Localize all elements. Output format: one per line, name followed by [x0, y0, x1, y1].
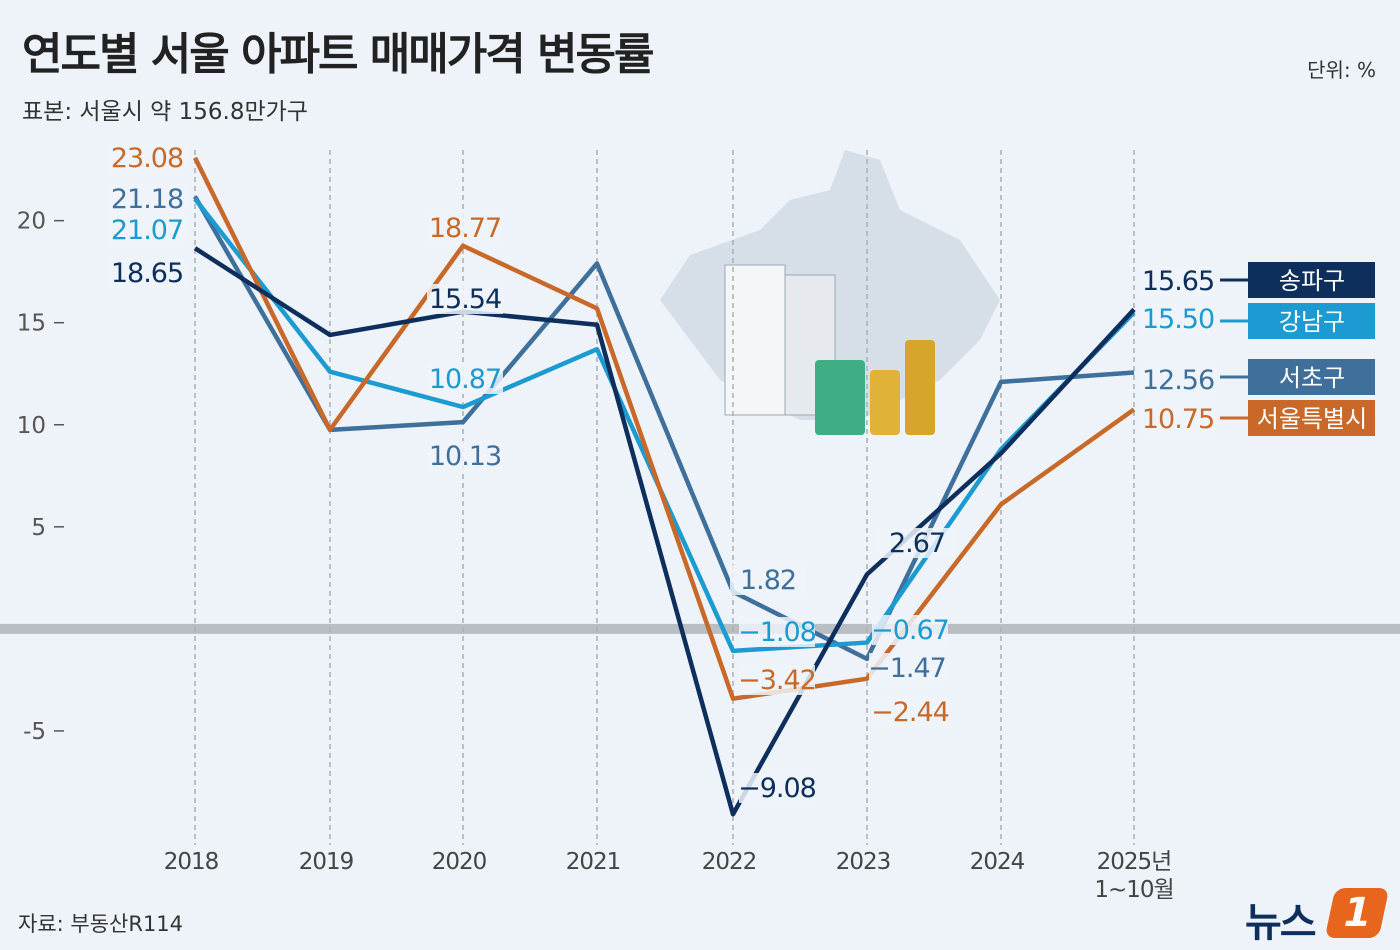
- value-label: 15.54: [429, 284, 501, 315]
- value-label-bg: [1140, 304, 1216, 334]
- value-label-bg: [427, 364, 503, 394]
- y-tick-label: 10: [17, 413, 46, 439]
- value-label: −0.67: [871, 615, 949, 646]
- value-label-bg: [1140, 404, 1216, 434]
- series-line: [193, 246, 1136, 817]
- title: 연도별 서울 아파트 매매가격 변동률: [22, 29, 654, 80]
- zero-band: [0, 623, 1400, 634]
- value-label: 21.18: [111, 184, 183, 215]
- value-label-bg: [1140, 266, 1216, 296]
- y-tick-label: 20: [17, 209, 46, 235]
- y-tick-label: 5: [31, 515, 46, 541]
- value-label: 18.77: [429, 213, 501, 244]
- value-label-bg: [427, 213, 503, 243]
- value-label-bg: [879, 528, 955, 558]
- value-label-bg: [739, 773, 815, 803]
- x-tick-label: 2025년 1~10월: [1094, 849, 1174, 903]
- unit: 단위: %: [1307, 58, 1376, 82]
- x-tick-label: 2019: [298, 849, 355, 875]
- value-label-bg: [109, 258, 185, 288]
- value-label-bg: [427, 441, 503, 471]
- value-label: 23.08: [111, 143, 183, 174]
- value-label-bg: [739, 617, 815, 647]
- value-label: −2.44: [871, 697, 949, 728]
- legend-label: 송파구: [1279, 267, 1345, 295]
- value-label-bg: [869, 653, 945, 683]
- legend-label: 서울특별시: [1257, 405, 1367, 433]
- value-label-bg: [109, 215, 185, 245]
- x-tick-label: 2024: [969, 849, 1026, 875]
- logo-text: 뉴스: [1245, 900, 1317, 946]
- value-label: 15.65: [1142, 266, 1214, 297]
- value-label: 18.65: [111, 258, 183, 289]
- y-tick-label: -5: [23, 719, 46, 745]
- legend-swatch: [1248, 359, 1375, 395]
- value-label: 21.07: [111, 215, 183, 246]
- value-label-bg: [109, 184, 185, 214]
- value-label-bg: [109, 143, 185, 173]
- value-label: 15.50: [1142, 304, 1214, 335]
- value-label: 10.87: [429, 364, 501, 395]
- value-label: 1.82: [740, 565, 796, 596]
- x-tick-label: 2018: [163, 849, 220, 875]
- legend-swatch: [1248, 400, 1375, 436]
- x-tick-label: 2020: [431, 849, 488, 875]
- value-label: −1.47: [868, 653, 946, 684]
- value-label: 12.56: [1142, 365, 1214, 396]
- value-label: −1.08: [738, 617, 816, 648]
- value-label-bg: [872, 615, 948, 645]
- value-label-bg: [1140, 365, 1216, 395]
- value-label: 2.67: [889, 528, 945, 559]
- value-label-bg: [730, 565, 806, 595]
- series-line: [192, 156, 1136, 701]
- legend-label: 강남구: [1279, 308, 1345, 336]
- subtitle: 표본: 서울시 약 156.8만가구: [22, 99, 308, 125]
- x-tick-label: 2021: [565, 849, 622, 875]
- value-label-bg: [427, 284, 503, 314]
- value-label: −9.08: [738, 773, 816, 804]
- value-label-bg: [739, 665, 815, 695]
- x-tick-label: 2023: [835, 849, 892, 875]
- illustration: [660, 150, 1000, 435]
- value-label-bg: [872, 697, 948, 727]
- series-line: [193, 195, 1135, 662]
- logo-mark: 1: [1324, 888, 1390, 938]
- legend-label: 서초구: [1279, 364, 1345, 392]
- legend-swatch: [1248, 262, 1375, 298]
- y-tick-label: 15: [17, 311, 46, 337]
- x-tick-label: 2022: [701, 849, 758, 875]
- legend-swatch: [1248, 303, 1375, 339]
- source: 자료: 부동산R114: [18, 912, 184, 936]
- value-label: 10.13: [429, 441, 501, 472]
- value-label: −3.42: [738, 665, 816, 696]
- value-label: 10.75: [1142, 404, 1214, 435]
